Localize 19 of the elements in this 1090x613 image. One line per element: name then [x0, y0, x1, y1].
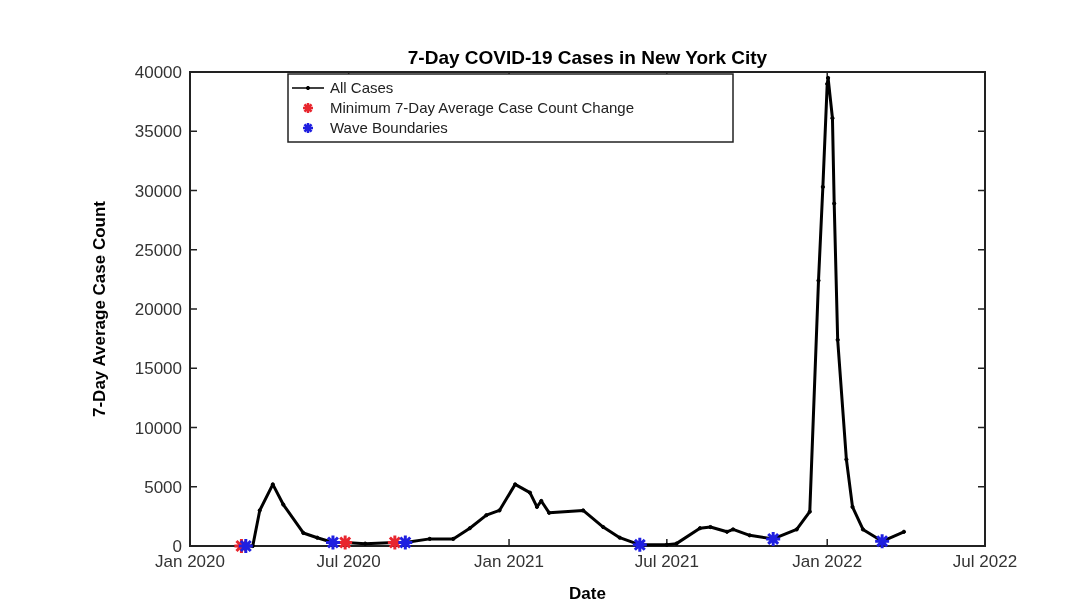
y-tick-label: 5000	[144, 477, 182, 497]
x-axis-title: Date	[569, 584, 606, 603]
y-tick-label: 10000	[134, 418, 182, 438]
y-tick-label: 25000	[134, 240, 182, 260]
x-tick-label: Jan 2021	[474, 552, 545, 571]
legend-label: Minimum 7-Day Average Case Count Change	[330, 99, 635, 116]
y-tick-label: 15000	[134, 359, 182, 379]
chart-title: 7-Day COVID-19 Cases in New York City	[407, 47, 768, 68]
y-axis-title: 7-Day Average Case Count	[90, 200, 109, 418]
x-tick-label: Jul 2021	[634, 552, 699, 571]
x-tick-label: Jul 2020	[316, 552, 381, 571]
x-tick-label: Jul 2022	[952, 552, 1018, 571]
legend-label: Wave Boundaries	[330, 119, 448, 136]
x-tick-label: Jan 2022	[792, 552, 863, 571]
y-tick-label: 35000	[134, 122, 182, 142]
legend-label: All Cases	[330, 79, 394, 96]
y-tick-label: 20000	[134, 300, 182, 319]
y-tick-label: 30000	[134, 181, 182, 201]
y-tick-label: 40000	[134, 63, 182, 82]
